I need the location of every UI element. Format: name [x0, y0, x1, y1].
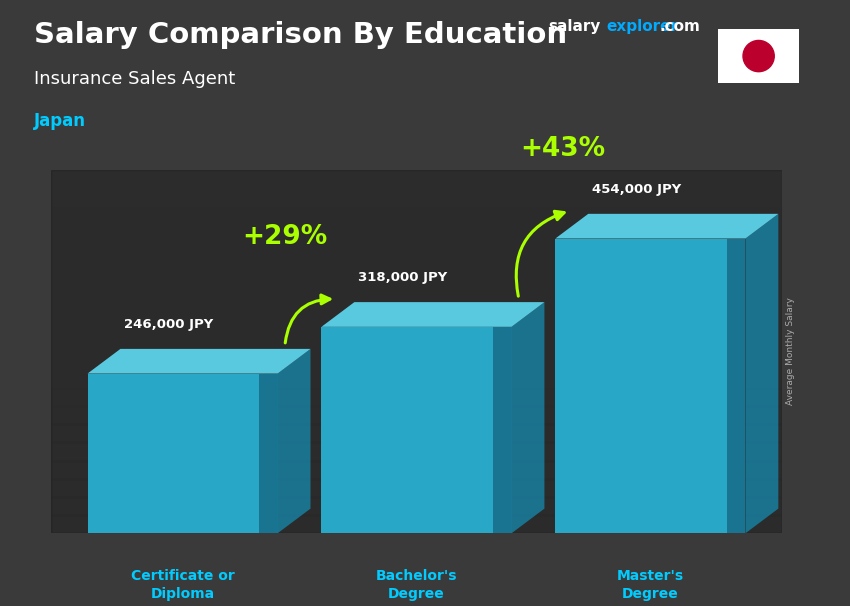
Polygon shape [259, 373, 278, 533]
Polygon shape [493, 327, 512, 533]
Text: +29%: +29% [242, 224, 327, 250]
Bar [51, 315, 782, 333]
Bar [51, 406, 782, 424]
Circle shape [743, 41, 774, 72]
Polygon shape [88, 349, 310, 373]
Bar [51, 388, 782, 406]
Text: salary: salary [548, 19, 601, 35]
Text: explorer: explorer [606, 19, 678, 35]
Polygon shape [727, 239, 745, 533]
Bar [51, 206, 782, 224]
Text: Bachelor's
Degree: Bachelor's Degree [376, 569, 457, 601]
Bar [51, 370, 782, 388]
Bar [51, 515, 782, 533]
Text: 318,000 JPY: 318,000 JPY [358, 271, 447, 284]
Text: 246,000 JPY: 246,000 JPY [124, 318, 213, 331]
Bar [51, 442, 782, 461]
Polygon shape [745, 214, 779, 533]
Bar [51, 224, 782, 242]
Bar [51, 479, 782, 497]
Bar [51, 242, 782, 261]
Bar [51, 461, 782, 479]
Text: Master's
Degree: Master's Degree [617, 569, 684, 601]
Text: Japan: Japan [34, 112, 86, 130]
Bar [51, 297, 782, 315]
Bar [51, 424, 782, 442]
Polygon shape [278, 349, 310, 533]
Bar [51, 170, 782, 533]
Bar [51, 279, 782, 297]
Polygon shape [555, 214, 779, 239]
Polygon shape [512, 302, 544, 533]
Text: 454,000 JPY: 454,000 JPY [592, 182, 681, 196]
Text: Salary Comparison By Education: Salary Comparison By Education [34, 21, 567, 49]
Bar [51, 170, 782, 188]
Text: Insurance Sales Agent: Insurance Sales Agent [34, 70, 235, 88]
Polygon shape [321, 327, 512, 533]
Bar [51, 497, 782, 515]
Bar [51, 188, 782, 206]
Polygon shape [555, 239, 745, 533]
Polygon shape [88, 373, 278, 533]
Bar [51, 261, 782, 279]
Text: Average Monthly Salary: Average Monthly Salary [785, 298, 795, 405]
Text: Certificate or
Diploma: Certificate or Diploma [131, 569, 235, 601]
Bar [51, 333, 782, 351]
Text: +43%: +43% [520, 136, 605, 162]
Bar [51, 351, 782, 370]
Polygon shape [321, 302, 544, 327]
Text: .com: .com [660, 19, 700, 35]
